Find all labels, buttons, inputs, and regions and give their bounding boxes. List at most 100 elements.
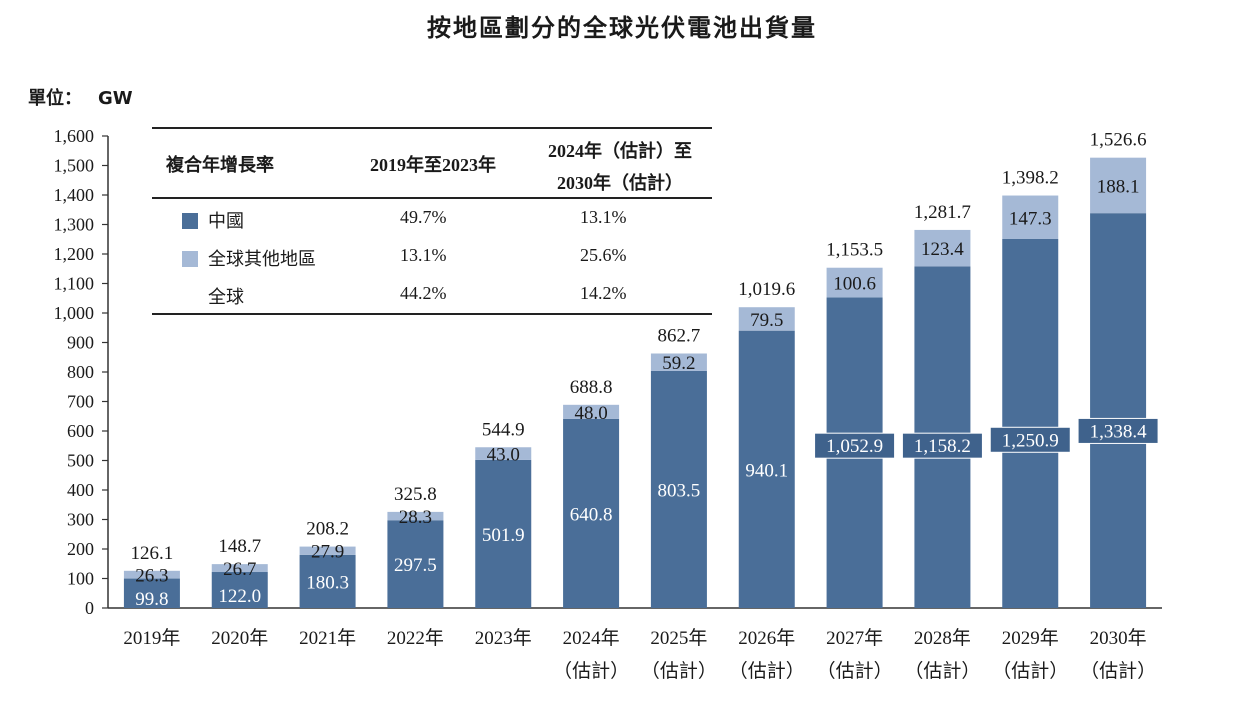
bar-total-label: 1,398.2: [1002, 168, 1059, 189]
x-category-label: 2025年: [650, 627, 707, 649]
bar-other: [738, 307, 795, 331]
bar-china: [123, 578, 180, 608]
bar-china: [1090, 213, 1147, 608]
bar-other: [211, 564, 268, 573]
bar-other: [650, 353, 707, 371]
bar-other-value: 79.5: [750, 310, 783, 331]
bar-other-value: 27.9: [311, 542, 344, 563]
x-category-sublabel: （估計）: [992, 660, 1068, 682]
x-category-label: 2028年: [914, 627, 971, 649]
bar-other-value: 28.3: [399, 507, 432, 528]
bar-china: [563, 418, 620, 608]
x-category-sublabel: （估計）: [817, 660, 893, 682]
y-tick-label: 100: [67, 569, 94, 589]
y-tick-label: 1,500: [54, 156, 95, 176]
bar-china: [1002, 238, 1059, 608]
bar-other-value: 26.7: [223, 559, 256, 580]
bar-other: [826, 267, 883, 298]
bar-other-value: 100.6: [833, 274, 876, 295]
y-tick-label: 1,200: [54, 244, 95, 264]
y-tick-label: 1,400: [54, 185, 95, 205]
bar-total-label: 1,153.5: [826, 240, 883, 261]
bar-other: [914, 229, 971, 267]
cagr-row-label: 全球其他地區: [208, 249, 316, 270]
bar-other: [123, 570, 180, 579]
bar-china-value: 1,158.2: [914, 436, 971, 457]
x-category-sublabel: （估計）: [641, 660, 717, 682]
bar-other-value: 123.4: [921, 239, 964, 260]
bar-other-value: 188.1: [1097, 176, 1140, 197]
x-category-label: 2030年: [1090, 627, 1147, 649]
cagr-row-value-1: 13.1%: [400, 245, 447, 265]
bar-other: [387, 511, 444, 521]
bar-other: [475, 447, 532, 460]
bar-china-value: 1,250.9: [1002, 430, 1059, 451]
bar-total-label: 688.8: [570, 377, 613, 398]
bar-other: [1002, 195, 1059, 239]
other-swatch-icon: [182, 251, 198, 267]
bar-other-value: 43.0: [487, 445, 520, 466]
bar-china-value: 99.8: [135, 589, 168, 610]
bar-china-value: 803.5: [658, 480, 701, 501]
bar-china: [299, 554, 356, 608]
bar-china: [475, 459, 532, 608]
bar-china-value-box: [814, 432, 896, 459]
bar-total-label: 1,526.6: [1090, 130, 1147, 151]
y-tick-label: 500: [67, 451, 94, 471]
cagr-row-china: 中國 49.7% 13.1%: [152, 199, 712, 237]
bar-china: [738, 330, 795, 608]
y-tick-label: 1,600: [54, 126, 95, 146]
bar-china-value: 180.3: [306, 572, 349, 593]
y-tick-label: 400: [67, 480, 94, 500]
china-swatch-icon: [182, 213, 198, 229]
cagr-row-value-2: 25.6%: [580, 245, 627, 265]
bar-other: [563, 404, 620, 419]
cagr-table: 複合年增長率 2019年至2023年 2024年（估計）至 2030年（估計） …: [152, 127, 712, 315]
cagr-row-value-2: 14.2%: [580, 283, 627, 303]
cagr-header-label: 複合年增長率: [166, 155, 274, 176]
y-tick-label: 700: [67, 392, 94, 412]
bar-other-value: 147.3: [1009, 208, 1052, 229]
bar-china-value: 940.1: [745, 460, 788, 481]
x-category-label: 2024年: [563, 627, 620, 649]
y-tick-label: 0: [85, 598, 94, 618]
bar-china-value: 1,338.4: [1090, 421, 1148, 442]
x-category-label: 2019年: [123, 627, 180, 649]
bar-total-label: 544.9: [482, 419, 525, 440]
unit-label-text: 單位：: [28, 88, 82, 109]
x-category-label: 2022年: [387, 627, 444, 649]
cagr-header-col1: 2019年至2023年: [370, 155, 496, 175]
cagr-row-other: 全球其他地區 13.1% 25.6%: [152, 237, 712, 275]
x-category-label: 2021年: [299, 627, 356, 649]
bar-total-label: 1,281.7: [914, 202, 971, 223]
bar-china-value-box: [1077, 417, 1159, 444]
bar-total-label: 126.1: [131, 543, 174, 564]
bar-other-value: 59.2: [662, 353, 695, 374]
bar-total-label: 325.8: [394, 484, 437, 505]
bar-total-label: 148.7: [218, 536, 261, 557]
x-category-label: 2026年: [738, 627, 795, 649]
x-category-sublabel: （估計）: [904, 660, 980, 682]
x-category-sublabel: （估計）: [553, 660, 629, 682]
x-category-sublabel: （估計）: [1080, 660, 1156, 682]
y-tick-label: 600: [67, 421, 94, 441]
cagr-table-header: 複合年增長率 2019年至2023年 2024年（估計）至 2030年（估計）: [152, 127, 712, 199]
chart-title: 按地區劃分的全球光伏電池出貨量: [427, 14, 817, 42]
cagr-row-value-1: 44.2%: [400, 283, 447, 303]
bar-china: [650, 370, 707, 608]
unit-label: 單位： GW: [28, 84, 149, 110]
y-tick-label: 200: [67, 539, 94, 559]
y-tick-label: 1,100: [54, 274, 95, 294]
bar-china-value: 122.0: [218, 586, 261, 607]
x-category-label: 2020年: [211, 627, 268, 649]
bar-total-label: 862.7: [658, 326, 701, 347]
bar-china-value: 1,052.9: [826, 436, 883, 457]
y-tick-label: 1,000: [54, 303, 95, 323]
unit-value: GW: [98, 88, 133, 109]
y-tick-label: 900: [67, 333, 94, 353]
x-category-label: 2027年: [826, 627, 883, 649]
cagr-row-label: 全球: [208, 287, 244, 308]
cagr-row-label: 中國: [208, 211, 244, 232]
cagr-header-col2-line2: 2030年（估計）: [557, 173, 683, 193]
